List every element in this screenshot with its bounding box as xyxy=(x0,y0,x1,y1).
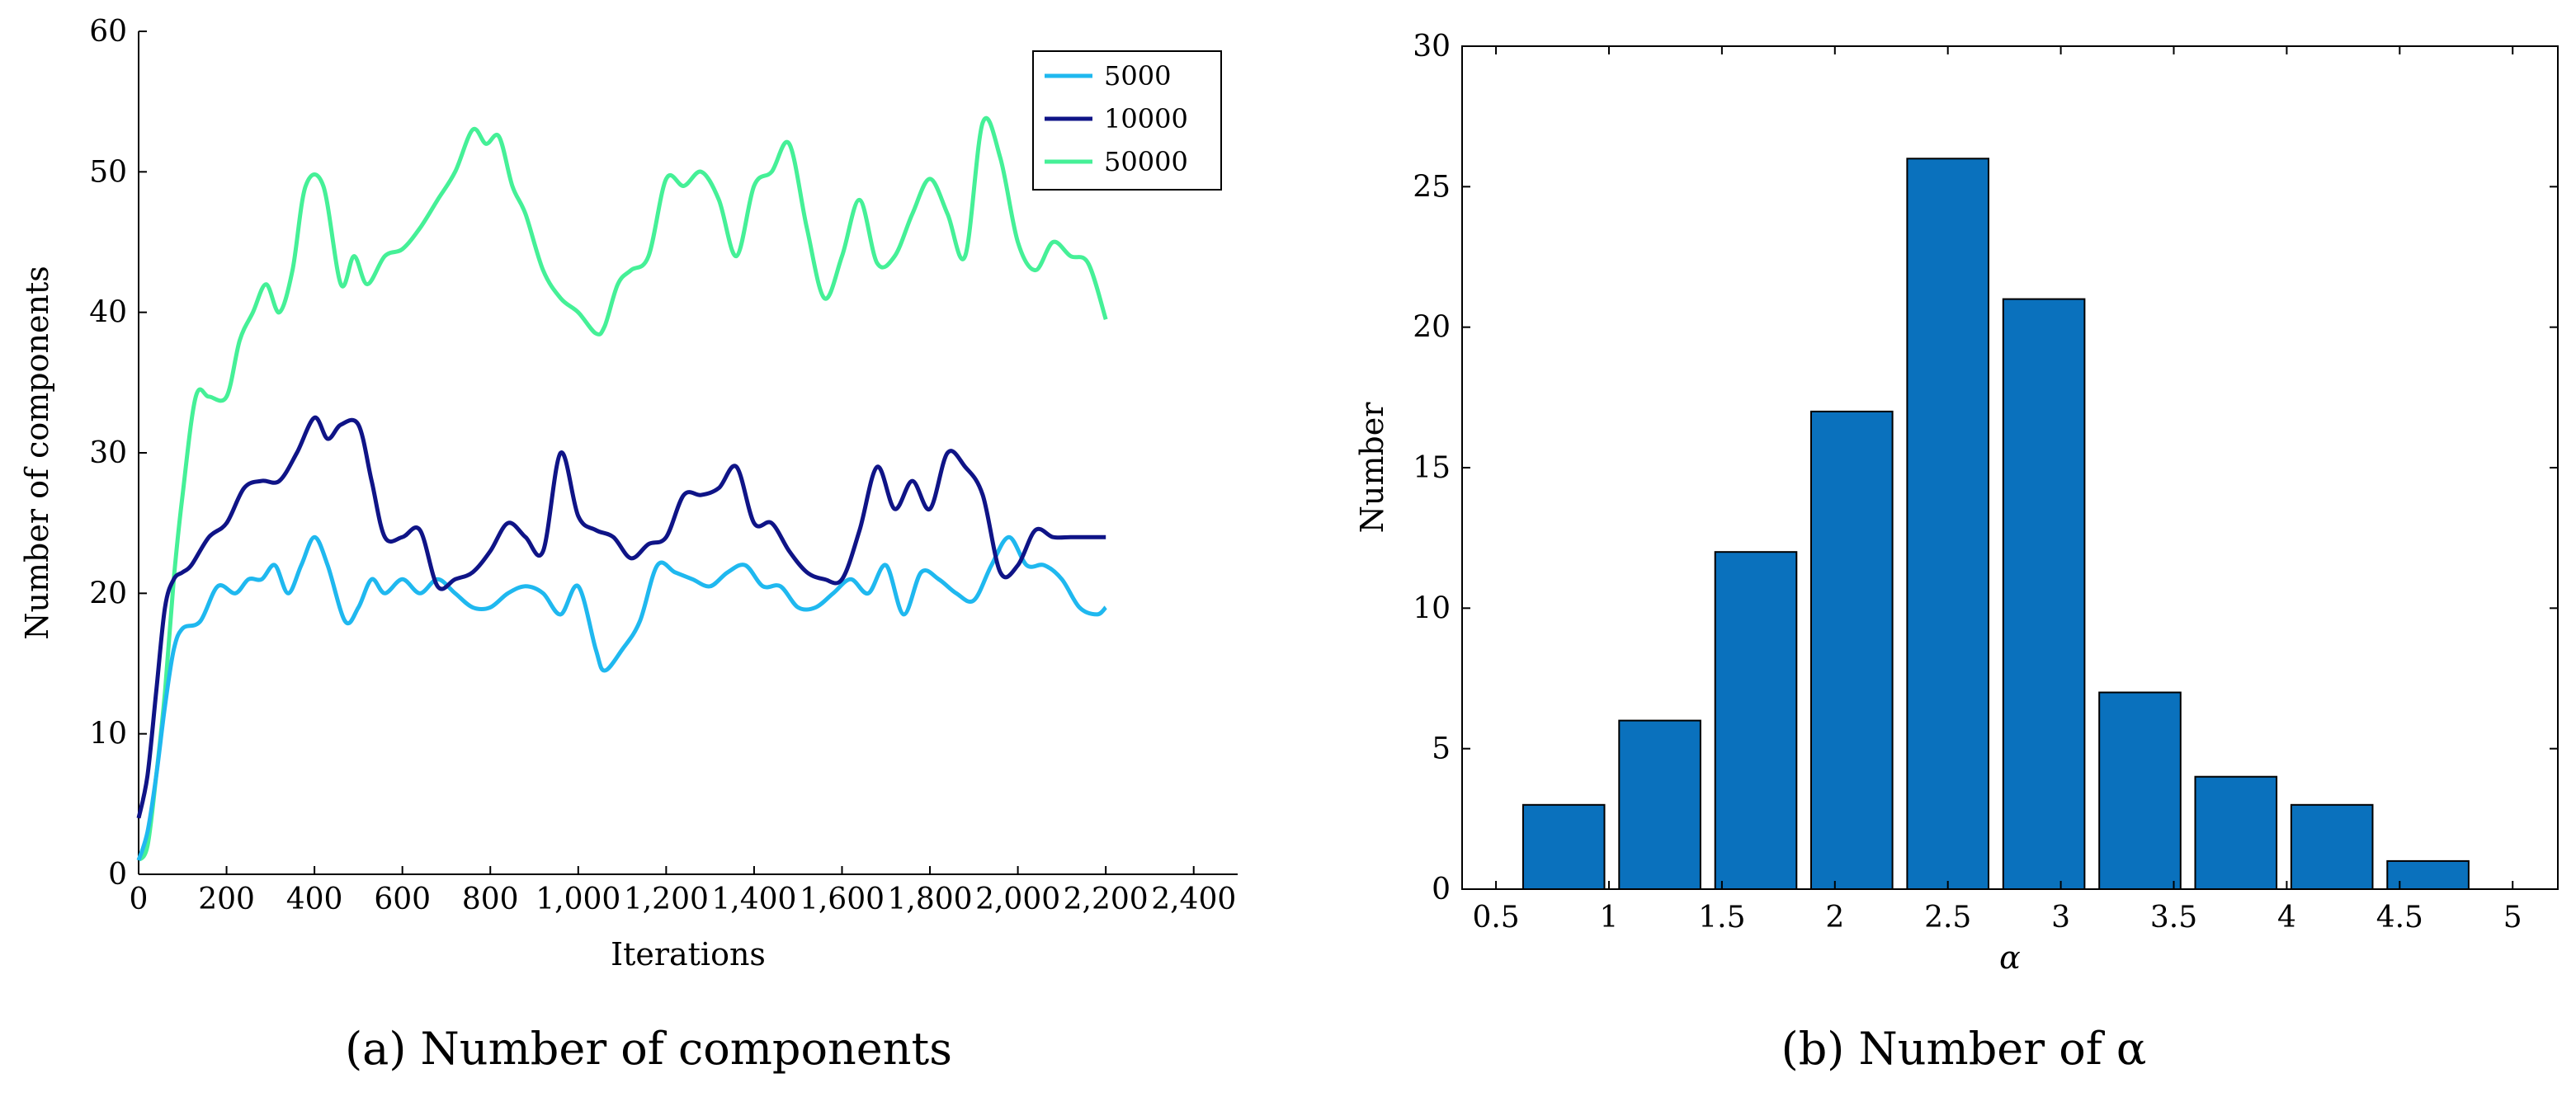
bar xyxy=(1810,410,1894,890)
x-tick-label: 1,200 xyxy=(624,883,709,916)
x-tick-label: 3.5 xyxy=(2150,901,2197,935)
y-axis-label: Number of components xyxy=(19,266,55,639)
y-tick-label: 60 xyxy=(89,15,127,49)
y-axis-label: Number xyxy=(1354,402,1390,534)
x-tick-label: 1,400 xyxy=(711,883,796,916)
x-axis-label: Iterations xyxy=(611,936,766,972)
legend-label-5000: 5000 xyxy=(1104,60,1171,92)
bar-chart-alpha: 0.5 1 1.5 2 2.5 3 3.5 4 4.5 5 0 5 10 15 20 25 30 α Number xyxy=(1354,30,2559,976)
y-tick-label: 40 xyxy=(89,296,127,330)
bar xyxy=(2098,691,2182,890)
y-tick-label: 10 xyxy=(1413,591,1451,625)
x-tick-label: 2.5 xyxy=(1924,901,1971,935)
x-tick-label: 2,000 xyxy=(975,883,1060,916)
x-tick-label: 2,200 xyxy=(1064,883,1149,916)
x-tick-label: 600 xyxy=(374,883,431,916)
y-tick-label: 15 xyxy=(1413,451,1451,485)
bar xyxy=(1906,158,1989,891)
y-tick-label: 30 xyxy=(89,436,127,470)
x-tick-label: 4.5 xyxy=(2376,901,2423,935)
y-tick-label: 20 xyxy=(1413,311,1451,345)
x-tick-label: 1,000 xyxy=(535,883,620,916)
bar xyxy=(2290,803,2374,890)
bar xyxy=(2002,298,2086,891)
x-tick-label: 1 xyxy=(1600,901,1619,935)
bar xyxy=(1714,551,1798,890)
x-tick-label: 1,800 xyxy=(888,883,973,916)
y-tick-label: 50 xyxy=(89,155,127,189)
y-tick-label: 0 xyxy=(1432,873,1451,906)
x-tick-label: 2 xyxy=(1825,901,1844,935)
y-tick-label: 25 xyxy=(1413,170,1451,204)
y-tick-label: 5 xyxy=(1432,732,1451,766)
bar xyxy=(2194,775,2278,891)
x-tick-label: 5 xyxy=(2503,901,2522,935)
series-line-50000 xyxy=(136,115,1108,862)
caption-b: (b) Number of α xyxy=(1781,1023,2147,1075)
bar xyxy=(1618,719,1701,890)
x-axis-label: α xyxy=(1999,939,2021,976)
x-tick-label: 4 xyxy=(2277,901,2296,935)
caption-a: (a) Number of components xyxy=(345,1023,952,1075)
line-chart-components: 0 200 400 600 800 1,000 1,200 1,400 1,600 1,800 2,… xyxy=(19,15,1238,972)
x-tick-label: 1.5 xyxy=(1698,901,1745,935)
x-tick-label: 1,600 xyxy=(800,883,885,916)
x-tick-label: 2,400 xyxy=(1151,883,1236,916)
bar xyxy=(1522,803,1606,890)
legend-label-50000: 50000 xyxy=(1104,146,1188,177)
x-tick-label: 200 xyxy=(198,883,255,916)
x-tick-label: 800 xyxy=(462,883,519,916)
x-tick-label: 3 xyxy=(2051,901,2070,935)
y-tick-label: 0 xyxy=(108,858,127,892)
x-tick-label: 400 xyxy=(286,883,343,916)
y-tick-label: 30 xyxy=(1413,30,1451,64)
y-tick-label: 20 xyxy=(89,577,127,610)
series-line-10000 xyxy=(136,415,1106,819)
x-tick-label: 0 xyxy=(130,883,149,916)
legend-label-10000: 10000 xyxy=(1104,103,1188,134)
y-tick-label: 10 xyxy=(89,718,127,751)
x-tick-label: 0.5 xyxy=(1472,901,1519,935)
series-line-5000 xyxy=(136,534,1107,861)
